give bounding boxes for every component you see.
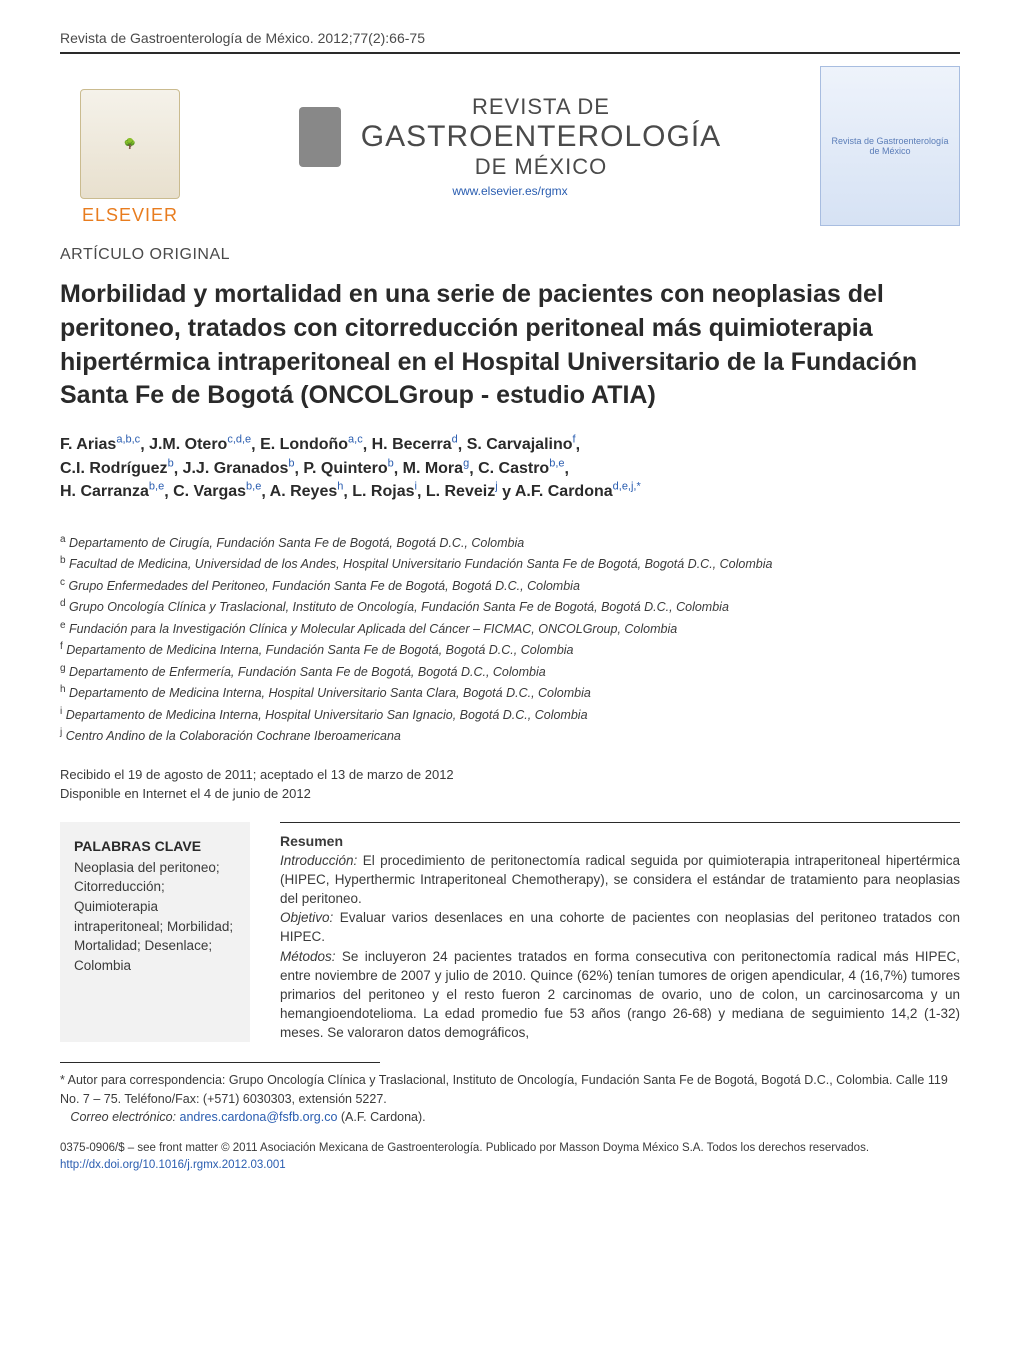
author: L. Reveizj [426,483,498,500]
journal-emblem-icon [299,107,341,167]
abstract-title: Resumen [280,833,960,849]
author: F. Ariasa,b,c [60,436,140,453]
publisher-logo: 🌳 ELSEVIER [60,66,200,226]
abstract-objective: Objetivo: Evaluar varios desenlaces en u… [280,908,960,946]
affiliation: j Centro Andino de la Colaboración Cochr… [60,725,960,747]
journal-url[interactable]: www.elsevier.es/rgmx [452,184,567,198]
author: C. Vargasb,e [173,483,261,500]
received-accepted: Recibido el 19 de agosto de 2011; acepta… [60,765,960,785]
author: A. Reyesh [270,483,344,500]
affiliation: i Departamento de Medicina Interna, Hosp… [60,704,960,726]
section-label: ARTÍCULO ORIGINAL [60,246,960,264]
abstract-methods: Métodos: Se incluyeron 24 pacientes trat… [280,947,960,1043]
abstract-rule [280,822,960,823]
abstract-column: Resumen Introducción: El procedimiento d… [280,822,960,1043]
journal-line1: REVISTA DE [361,94,721,120]
author: A.F. Cardonad,e,j,* [515,483,641,500]
abstract-row: PALABRAS CLAVE Neoplasia del peritoneo; … [60,822,960,1043]
footnote-rule [60,1062,380,1063]
author: L. Rojasi [352,483,417,500]
affiliation: e Fundación para la Investigación Clínic… [60,618,960,640]
author: C. Castrob,e [478,460,564,477]
author: P. Quinterob [303,460,393,477]
author: H. Becerrad [372,436,458,453]
citation-line: Revista de Gastroenterología de México. … [60,30,960,46]
copyright-line: 0375-0906/$ – see front matter © 2011 As… [60,1140,960,1157]
author: E. Londoñoa,c [260,436,363,453]
author: S. Carvajalinof [467,436,576,453]
journal-cover-thumbnail: Revista de Gastroenterología de México [820,66,960,226]
doi-link[interactable]: http://dx.doi.org/10.1016/j.rgmx.2012.03… [60,1157,960,1174]
journal-line2: GASTROENTEROLOGÍA [361,120,721,154]
article-title: Morbilidad y mortalidad en una serie de … [60,278,960,413]
affiliation: d Grupo Oncología Clínica y Traslacional… [60,596,960,618]
elsevier-tree-icon: 🌳 [80,89,180,199]
correspondence-footnote: * Autor para correspondencia: Grupo Onco… [60,1071,960,1125]
publisher-name: ELSEVIER [82,205,178,226]
header-rule [60,52,960,54]
correspondence-email[interactable]: andres.cardona@fsfb.org.co [180,1110,338,1124]
keywords-title: PALABRAS CLAVE [74,838,236,854]
affiliation: b Facultad de Medicina, Universidad de l… [60,553,960,575]
affiliation: f Departamento de Medicina Interna, Fund… [60,639,960,661]
author: M. Morag [403,460,470,477]
author: C.I. Rodríguezb [60,460,174,477]
abstract-intro: Introducción: El procedimiento de perito… [280,851,960,908]
affiliation: h Departamento de Medicina Interna, Hosp… [60,682,960,704]
keywords-box: PALABRAS CLAVE Neoplasia del peritoneo; … [60,822,250,1043]
article-dates: Recibido el 19 de agosto de 2011; acepta… [60,765,960,804]
author: H. Carranzab,e [60,483,164,500]
affiliation: a Departamento de Cirugía, Fundación San… [60,532,960,554]
journal-title-block: REVISTA DE GASTROENTEROLOGÍA DE MÉXICO w… [200,94,820,198]
author: J.J. Granadosb [183,460,295,477]
author-list: F. Ariasa,b,c, J.M. Oteroc,d,e, E. Londo… [60,433,960,504]
masthead-row: 🌳 ELSEVIER REVISTA DE GASTROENTEROLOGÍA … [60,66,960,226]
available-online: Disponible en Internet el 4 de junio de … [60,784,960,804]
affiliation: c Grupo Enfermedades del Peritoneo, Fund… [60,575,960,597]
affiliation: g Departamento de Enfermería, Fundación … [60,661,960,683]
copyright-block: 0375-0906/$ – see front matter © 2011 As… [60,1140,960,1175]
affiliations: a Departamento de Cirugía, Fundación San… [60,532,960,747]
keywords-body: Neoplasia del peritoneo; Citorreducción;… [74,858,236,975]
journal-line3: DE MÉXICO [361,154,721,180]
author: J.M. Oteroc,d,e [149,436,251,453]
